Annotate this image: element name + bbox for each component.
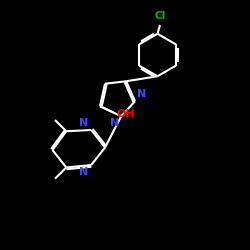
Text: N: N	[137, 89, 146, 99]
Text: Cl: Cl	[154, 11, 166, 21]
Text: N: N	[110, 118, 119, 128]
Text: OH: OH	[116, 109, 135, 119]
Text: N: N	[80, 167, 89, 177]
Text: N: N	[80, 118, 89, 128]
